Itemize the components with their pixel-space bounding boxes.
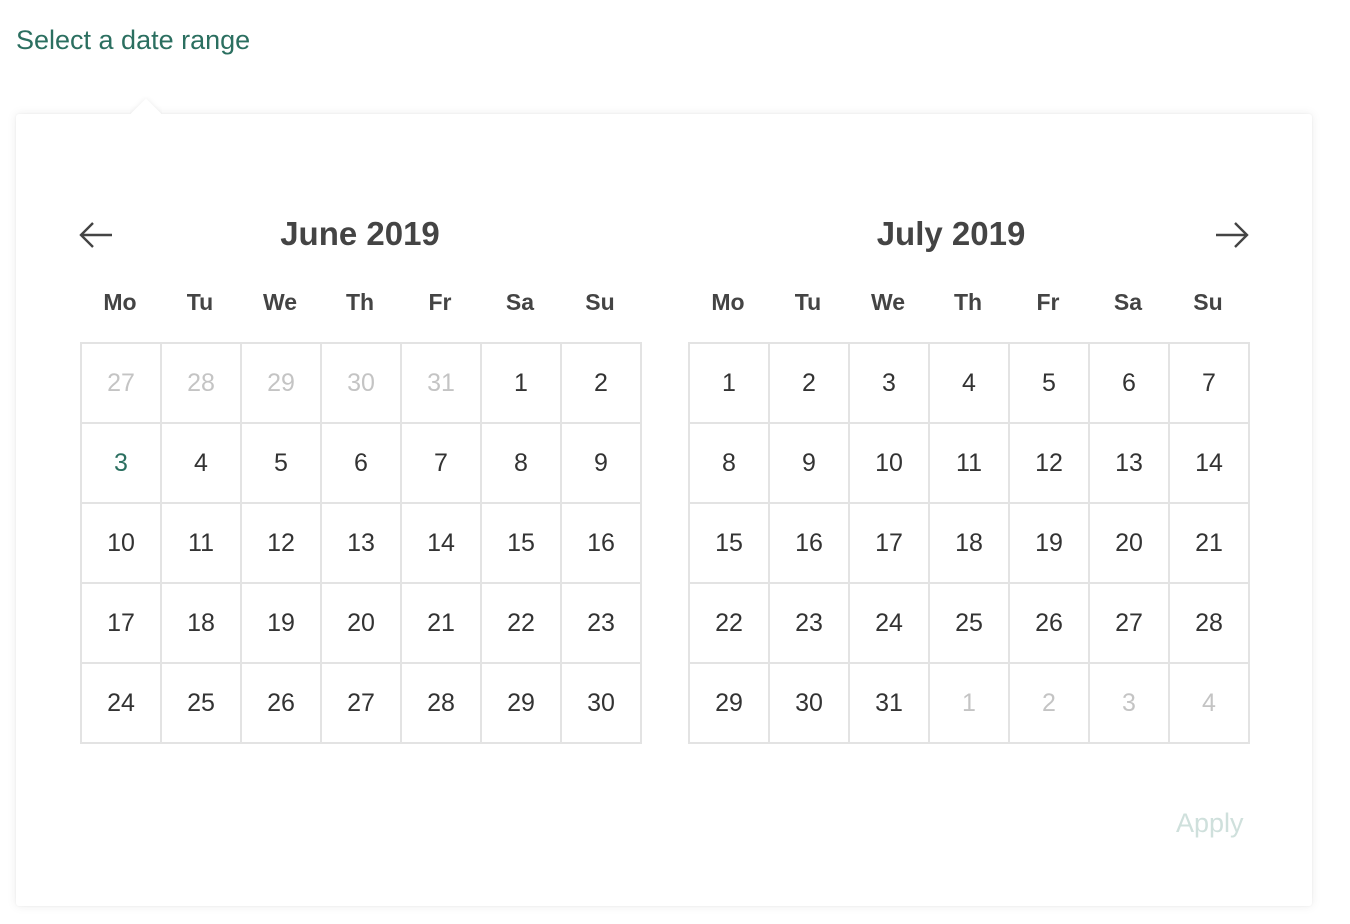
day-cell[interactable]: 14 bbox=[1170, 424, 1250, 504]
weekday-label: Th bbox=[953, 289, 983, 315]
day-cell[interactable]: 10 bbox=[82, 504, 162, 584]
day-cell[interactable]: 4 bbox=[1170, 664, 1250, 744]
weekday-label: Sa bbox=[1113, 289, 1143, 315]
day-cell[interactable]: 13 bbox=[322, 504, 402, 584]
weekday-label: Fr bbox=[428, 289, 452, 315]
day-cell[interactable]: 8 bbox=[482, 424, 562, 504]
day-cell[interactable]: 2 bbox=[1010, 664, 1090, 744]
day-cell[interactable]: 17 bbox=[850, 504, 930, 584]
day-cell[interactable]: 18 bbox=[930, 504, 1010, 584]
day-cell[interactable]: 22 bbox=[482, 584, 562, 664]
day-cell[interactable]: 2 bbox=[770, 344, 850, 424]
weekday-label: Sa bbox=[505, 289, 535, 315]
day-cell[interactable]: 19 bbox=[242, 584, 322, 664]
day-cell[interactable]: 9 bbox=[770, 424, 850, 504]
weekday-label: Tu bbox=[794, 289, 822, 315]
weekday-label: Su bbox=[585, 289, 615, 315]
calendar-grid-june: 27 28 29 30 31 1 2 3 4 5 6 7 8 9 10 11 12 13 14 15 16 17 18 19 2… bbox=[80, 342, 642, 744]
day-cell[interactable]: 30 bbox=[322, 344, 402, 424]
day-cell[interactable]: 14 bbox=[402, 504, 482, 584]
day-cell[interactable]: 7 bbox=[1170, 344, 1250, 424]
day-cell[interactable]: 21 bbox=[1170, 504, 1250, 584]
day-cell[interactable]: 11 bbox=[930, 424, 1010, 504]
day-cell[interactable]: 6 bbox=[322, 424, 402, 504]
day-cell[interactable]: 27 bbox=[82, 344, 162, 424]
weekday-label: Fr bbox=[1036, 289, 1060, 315]
popover-caret bbox=[130, 96, 162, 114]
day-cell[interactable]: 25 bbox=[162, 664, 242, 744]
day-cell[interactable]: 29 bbox=[242, 344, 322, 424]
day-cell[interactable]: 25 bbox=[930, 584, 1010, 664]
day-cell[interactable]: 18 bbox=[162, 584, 242, 664]
day-cell[interactable]: 19 bbox=[1010, 504, 1090, 584]
day-cell[interactable]: 1 bbox=[930, 664, 1010, 744]
weekday-label: We bbox=[262, 289, 298, 315]
day-cell[interactable]: 11 bbox=[162, 504, 242, 584]
day-cell[interactable]: 27 bbox=[1090, 584, 1170, 664]
day-cell[interactable]: 27 bbox=[322, 664, 402, 744]
calendar-grid-july: 1 2 3 4 5 6 7 8 9 10 11 12 13 14 15 16 17 18 19 20 21 22 23 24 2… bbox=[688, 342, 1250, 744]
weekday-label: Th bbox=[345, 289, 375, 315]
day-cell[interactable]: 17 bbox=[82, 584, 162, 664]
day-cell[interactable]: 16 bbox=[770, 504, 850, 584]
weekday-label: Su bbox=[1193, 289, 1223, 315]
arrow-left-icon[interactable] bbox=[78, 220, 114, 250]
day-cell[interactable]: 13 bbox=[1090, 424, 1170, 504]
day-cell[interactable]: 31 bbox=[850, 664, 930, 744]
day-cell[interactable]: 28 bbox=[402, 664, 482, 744]
day-cell[interactable]: 2 bbox=[562, 344, 642, 424]
day-cell[interactable]: 1 bbox=[482, 344, 562, 424]
day-cell[interactable]: 10 bbox=[850, 424, 930, 504]
day-cell[interactable]: 5 bbox=[242, 424, 322, 504]
weekday-label: We bbox=[870, 289, 906, 315]
weekday-label: Tu bbox=[186, 289, 214, 315]
day-cell[interactable]: 3 bbox=[850, 344, 930, 424]
day-cell[interactable]: 9 bbox=[562, 424, 642, 504]
day-cell[interactable]: 3 bbox=[82, 424, 162, 504]
day-cell[interactable]: 8 bbox=[690, 424, 770, 504]
day-cell[interactable]: 15 bbox=[690, 504, 770, 584]
day-cell[interactable]: 24 bbox=[82, 664, 162, 744]
arrow-right-icon[interactable] bbox=[1214, 220, 1250, 250]
day-cell[interactable]: 26 bbox=[1010, 584, 1090, 664]
day-cell[interactable]: 15 bbox=[482, 504, 562, 584]
day-cell[interactable]: 20 bbox=[1090, 504, 1170, 584]
day-cell[interactable]: 31 bbox=[402, 344, 482, 424]
date-range-trigger[interactable]: Select a date range bbox=[16, 25, 251, 55]
day-cell[interactable]: 23 bbox=[562, 584, 642, 664]
day-cell[interactable]: 3 bbox=[1090, 664, 1170, 744]
day-cell[interactable]: 4 bbox=[162, 424, 242, 504]
day-cell[interactable]: 12 bbox=[1010, 424, 1090, 504]
day-cell[interactable]: 30 bbox=[562, 664, 642, 744]
day-cell[interactable]: 21 bbox=[402, 584, 482, 664]
day-cell[interactable]: 12 bbox=[242, 504, 322, 584]
day-cell[interactable]: 4 bbox=[930, 344, 1010, 424]
month-title-july: July 2019 bbox=[876, 215, 1026, 252]
day-cell[interactable]: 1 bbox=[690, 344, 770, 424]
day-cell[interactable]: 28 bbox=[162, 344, 242, 424]
weekday-header-july: Mo Tu We Th Fr Sa Su bbox=[688, 286, 1248, 318]
day-cell[interactable]: 6 bbox=[1090, 344, 1170, 424]
weekday-label: Mo bbox=[711, 289, 745, 315]
day-cell[interactable]: 28 bbox=[1170, 584, 1250, 664]
day-cell[interactable]: 20 bbox=[322, 584, 402, 664]
day-cell[interactable]: 29 bbox=[690, 664, 770, 744]
day-cell[interactable]: 30 bbox=[770, 664, 850, 744]
day-cell[interactable]: 29 bbox=[482, 664, 562, 744]
day-cell[interactable]: 5 bbox=[1010, 344, 1090, 424]
month-title-june: June 2019 bbox=[280, 215, 440, 252]
apply-button[interactable]: Apply bbox=[1176, 808, 1244, 838]
day-cell[interactable]: 16 bbox=[562, 504, 642, 584]
day-cell[interactable]: 7 bbox=[402, 424, 482, 504]
day-cell[interactable]: 23 bbox=[770, 584, 850, 664]
day-cell[interactable]: 26 bbox=[242, 664, 322, 744]
day-cell[interactable]: 24 bbox=[850, 584, 930, 664]
weekday-header-june: Mo Tu We Th Fr Sa Su bbox=[80, 286, 640, 318]
date-range-popover bbox=[16, 114, 1312, 906]
weekday-label: Mo bbox=[103, 289, 137, 315]
day-cell[interactable]: 22 bbox=[690, 584, 770, 664]
